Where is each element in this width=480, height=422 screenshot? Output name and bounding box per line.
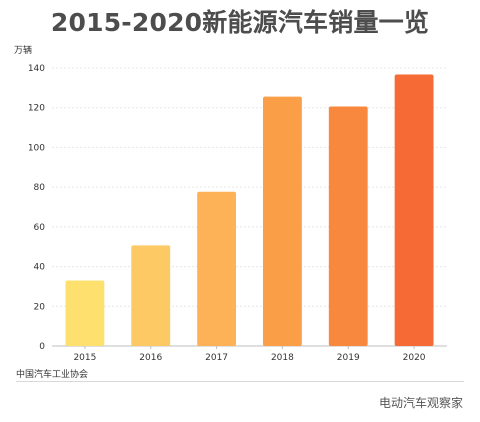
x-tick-label: 2019 bbox=[337, 353, 360, 363]
bar-2016 bbox=[131, 245, 171, 346]
y-axis-label: 万辆 bbox=[14, 44, 32, 56]
y-tick-label: 80 bbox=[34, 183, 46, 193]
source-note: 中国汽车工业协会 bbox=[16, 370, 89, 380]
y-tick-label: 20 bbox=[34, 302, 46, 312]
y-tick-label: 100 bbox=[28, 143, 45, 153]
y-tick-label: 120 bbox=[28, 104, 45, 114]
bar-2017 bbox=[197, 191, 237, 346]
bar-2015 bbox=[65, 280, 105, 346]
bar-2020 bbox=[394, 74, 434, 346]
y-tick-label: 140 bbox=[28, 64, 45, 74]
x-tick-label: 2016 bbox=[139, 353, 162, 363]
x-tick-label: 2020 bbox=[403, 353, 426, 363]
footer-divider bbox=[16, 381, 464, 382]
x-tick-label: 2015 bbox=[73, 353, 96, 363]
bar-2018 bbox=[262, 96, 302, 346]
y-tick-label: 60 bbox=[34, 223, 46, 233]
y-tick-label: 40 bbox=[34, 263, 46, 273]
y-tick-label: 0 bbox=[39, 342, 45, 352]
bar-2019 bbox=[328, 106, 368, 346]
chart-title: 2015-2020新能源汽车销量一览 bbox=[50, 8, 430, 37]
watermark-text: 电动汽车观察家 bbox=[378, 396, 463, 410]
x-tick-label: 2018 bbox=[271, 353, 294, 363]
x-tick-label: 2017 bbox=[205, 353, 228, 363]
